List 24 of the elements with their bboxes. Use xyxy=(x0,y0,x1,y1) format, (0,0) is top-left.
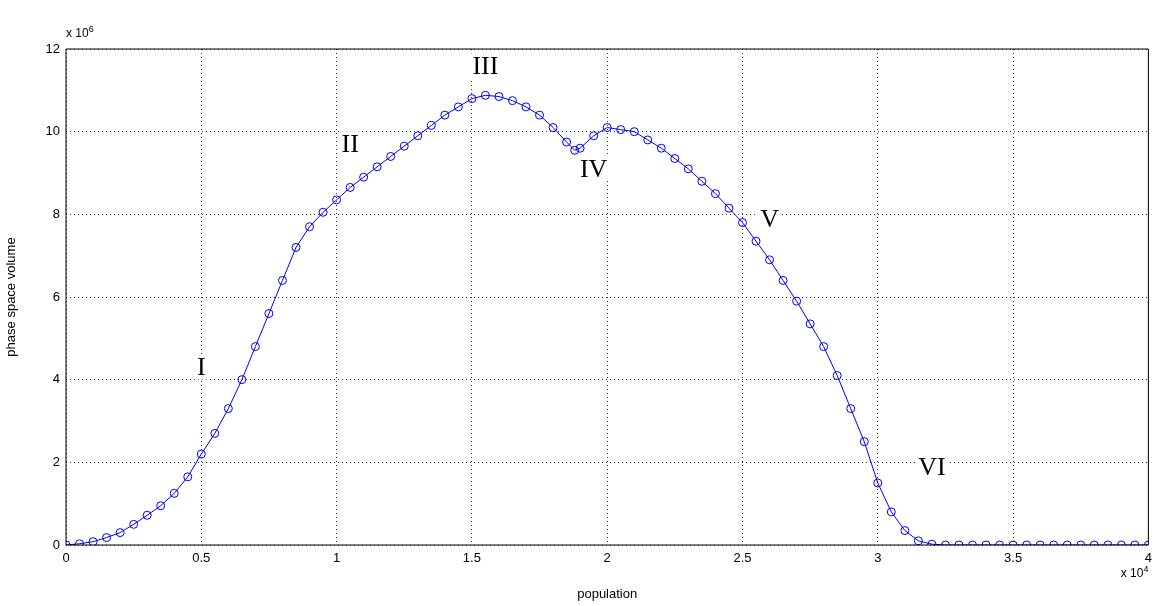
y-tick-label: 4 xyxy=(52,371,60,387)
annotation: II xyxy=(341,129,359,159)
y-tick-label: 2 xyxy=(52,453,60,469)
x-axis-title: population xyxy=(577,585,638,601)
x-tick-label: 0 xyxy=(62,550,70,566)
y-tick-label: 0 xyxy=(52,536,60,552)
x-tick-label: 2.5 xyxy=(733,550,752,566)
y-axis-title: phase space volume xyxy=(3,237,19,357)
y-tick-label: 10 xyxy=(45,123,60,139)
y-tick-label: 8 xyxy=(52,205,60,221)
x-tick-label: 1 xyxy=(332,550,341,566)
x-tick-label: 3 xyxy=(874,550,882,566)
y-tick-label: 6 xyxy=(52,288,60,304)
x-tick-label: 1.5 xyxy=(462,550,481,566)
annotation: VI xyxy=(918,451,946,481)
annotation: V xyxy=(760,203,780,233)
y-tick-label: 12 xyxy=(45,40,60,56)
x-tick-label: 4 xyxy=(1144,550,1152,566)
annotation: III xyxy=(472,51,499,81)
x-tick-label: 2 xyxy=(603,550,611,566)
annotation: IV xyxy=(579,154,608,184)
annotation: I xyxy=(196,352,206,382)
x-tick-label: 3.5 xyxy=(1004,550,1023,566)
x-tick-label: 0.5 xyxy=(192,550,211,566)
